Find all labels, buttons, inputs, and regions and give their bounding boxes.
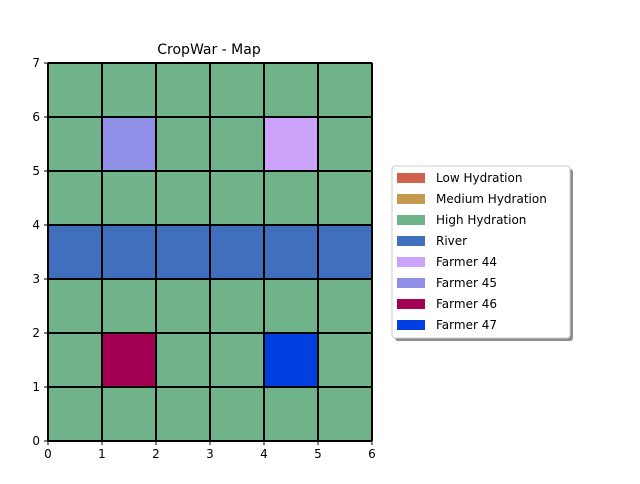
map-cell-high: [264, 63, 318, 117]
map-cell-high: [156, 333, 210, 387]
x-tick-label: 1: [98, 447, 106, 461]
map-cell-f45: [102, 117, 156, 171]
legend-label: Low Hydration: [436, 171, 522, 185]
map-cell-f46: [102, 333, 156, 387]
legend-swatch: [397, 278, 425, 288]
legend-swatch: [397, 194, 425, 204]
legend-swatch: [397, 173, 425, 183]
map-cell-high: [48, 63, 102, 117]
y-tick-label: 1: [32, 380, 40, 394]
map-cell-high: [210, 333, 264, 387]
map-cell-high: [318, 279, 372, 333]
map-cell-high: [48, 171, 102, 225]
legend-label: Farmer 44: [436, 255, 497, 269]
y-tick-label: 3: [32, 272, 40, 286]
map-cell-river: [210, 225, 264, 279]
map-cell-high: [156, 63, 210, 117]
map-cell-high: [48, 117, 102, 171]
map-cell-high: [318, 117, 372, 171]
x-tick-label: 5: [314, 447, 322, 461]
map-cell-river: [318, 225, 372, 279]
legend-label: Farmer 45: [436, 276, 497, 290]
map-cell-high: [210, 63, 264, 117]
map-cell-high: [156, 117, 210, 171]
map-cell-high: [210, 171, 264, 225]
legend: Low Hydration Medium Hydration High Hydrat…: [391, 165, 573, 341]
map-cell-high: [156, 171, 210, 225]
map-cell-high: [210, 387, 264, 441]
x-tick-label: 4: [260, 447, 268, 461]
legend-swatch: [397, 299, 425, 309]
map-cell-river: [102, 225, 156, 279]
y-tick-label: 6: [32, 110, 40, 124]
legend-swatch: [397, 320, 425, 330]
map-cell-high: [318, 63, 372, 117]
map-cell-high: [48, 387, 102, 441]
legend-label: High Hydration: [436, 213, 526, 227]
chart-title: CropWar - Map: [157, 42, 261, 58]
map-cell-f44: [264, 117, 318, 171]
x-tick-label: 2: [152, 447, 160, 461]
map-cell-high: [102, 279, 156, 333]
x-tick-label: 0: [44, 447, 52, 461]
map-cell-high: [156, 387, 210, 441]
y-tick-label: 4: [32, 218, 40, 232]
map-cell-high: [156, 279, 210, 333]
map-cell-river: [264, 225, 318, 279]
y-tick-label: 0: [32, 434, 40, 448]
map-cell-high: [318, 333, 372, 387]
axes: 0 1 2 3 4 5 6 0 1 2 3 4 5 6 7: [32, 56, 375, 461]
x-tick-label: 6: [368, 447, 376, 461]
legend-swatch: [397, 257, 425, 267]
legend-box: [391, 165, 571, 339]
legend-label: Farmer 46: [436, 297, 497, 311]
map-cell-high: [102, 63, 156, 117]
legend-swatch: [397, 236, 425, 246]
map-cell-high: [48, 333, 102, 387]
legend-label: Farmer 47: [436, 318, 497, 332]
map-cell-high: [102, 171, 156, 225]
map-cell-high: [102, 387, 156, 441]
map-cell-high: [318, 171, 372, 225]
map-cell-high: [210, 279, 264, 333]
map-cell-f47: [264, 333, 318, 387]
map-cell-high: [48, 279, 102, 333]
map-cell-river: [156, 225, 210, 279]
y-tick-label: 5: [32, 164, 40, 178]
legend-swatch: [397, 215, 425, 225]
map-cell-high: [318, 387, 372, 441]
y-tick-label: 2: [32, 326, 40, 340]
map-cell-river: [48, 225, 102, 279]
legend-label: Medium Hydration: [436, 192, 547, 206]
map-cell-high: [264, 279, 318, 333]
map-cells: [48, 63, 372, 441]
legend-label: River: [436, 234, 467, 248]
y-tick-label: 7: [32, 56, 40, 70]
map-cell-high: [210, 117, 264, 171]
map-cell-high: [264, 171, 318, 225]
map-cell-high: [264, 387, 318, 441]
x-tick-label: 3: [206, 447, 214, 461]
